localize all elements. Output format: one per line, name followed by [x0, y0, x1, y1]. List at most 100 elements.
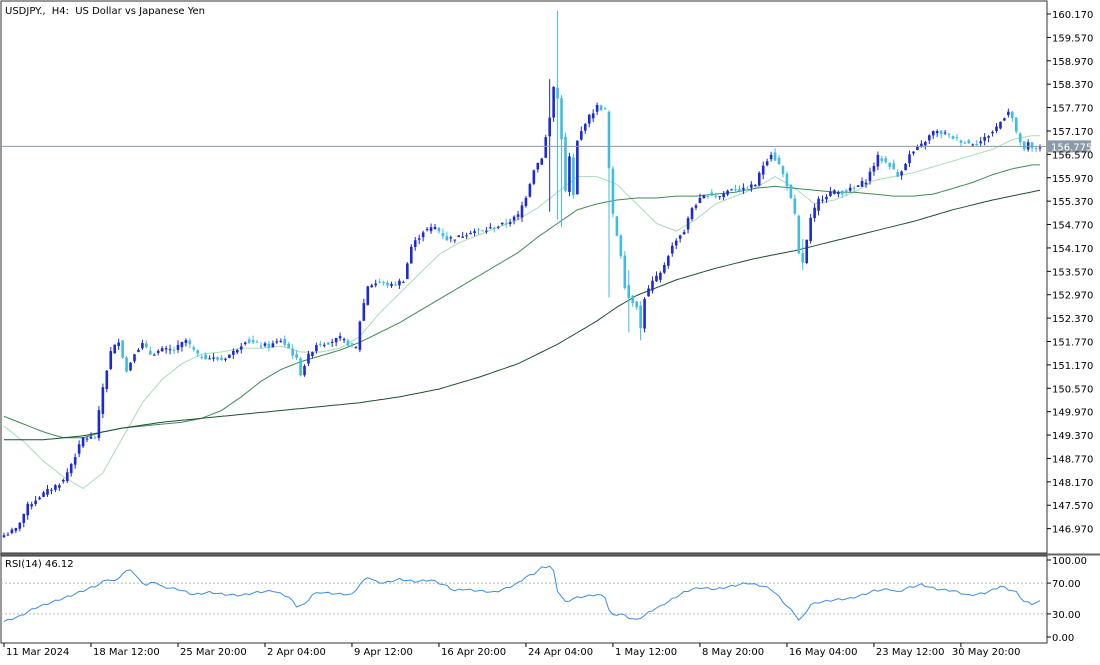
candle-body: [757, 172, 761, 186]
candle-body: [469, 232, 472, 235]
candle: [797, 214, 801, 255]
price-tick-label: 152.370: [1052, 314, 1093, 325]
candle: [30, 501, 33, 510]
candle-body: [168, 349, 172, 351]
candle: [825, 194, 828, 203]
candle: [283, 335, 287, 348]
candle: [129, 362, 132, 372]
symbol-label: USDJPY.,: [5, 6, 46, 17]
price-tick-label: 148.770: [1052, 454, 1093, 465]
candle: [627, 270, 631, 333]
candle-body: [366, 286, 370, 305]
candle: [164, 345, 168, 354]
candle: [73, 453, 77, 469]
candle: [1026, 139, 1030, 152]
candle: [334, 337, 338, 347]
candle: [848, 183, 852, 192]
candle: [615, 215, 619, 237]
candle: [655, 271, 658, 283]
candle: [884, 155, 888, 164]
price-tick-label: 157.770: [1052, 104, 1093, 115]
candle: [504, 218, 508, 228]
price-tick-label: 150.570: [1052, 384, 1093, 395]
candle-body: [726, 190, 729, 195]
candle-body: [283, 339, 287, 345]
candle: [837, 190, 840, 198]
candle: [892, 159, 895, 170]
candle-body: [967, 140, 971, 144]
candle-body: [46, 489, 49, 495]
moving-average-ma_mid: [3, 164, 1040, 439]
candle: [239, 343, 243, 354]
candle-body: [935, 131, 939, 134]
candle: [172, 346, 176, 355]
candle-body: [267, 343, 271, 348]
candle-body: [346, 340, 350, 346]
candle: [184, 338, 188, 347]
rsi-panel[interactable]: RSI(14) 46.12: [0, 555, 1048, 644]
candle: [267, 340, 271, 352]
candle-body: [493, 227, 496, 229]
candle-body: [311, 352, 314, 357]
candle: [599, 104, 603, 111]
candle: [698, 193, 702, 204]
candle-body: [920, 143, 923, 148]
candle-body: [97, 410, 101, 438]
candle-body: [896, 172, 899, 177]
candle-body: [710, 192, 714, 196]
candle: [358, 320, 362, 353]
candle: [417, 234, 421, 245]
candle-body: [279, 341, 283, 343]
candle: [58, 483, 61, 491]
candle: [251, 335, 255, 345]
candle-body: [287, 343, 291, 348]
candle-body: [663, 265, 666, 273]
candle: [931, 130, 935, 140]
candle-body: [690, 208, 694, 219]
candle-body: [659, 272, 662, 280]
candle-body: [639, 305, 642, 328]
candle-body: [686, 218, 690, 230]
candle: [295, 350, 298, 360]
candle: [275, 338, 279, 344]
candle: [682, 229, 686, 235]
candle: [536, 162, 540, 173]
candle: [694, 203, 698, 211]
candle: [935, 129, 939, 137]
candle-body: [176, 344, 180, 350]
candle: [362, 298, 366, 322]
candle: [350, 342, 354, 348]
main-price-panel[interactable]: [0, 0, 1048, 554]
candle-body: [113, 344, 117, 354]
candle-body: [655, 275, 658, 282]
candle: [441, 228, 445, 240]
candle-body: [354, 347, 358, 349]
candle-body: [453, 239, 457, 241]
candle-body: [568, 156, 571, 192]
candle-body: [406, 263, 409, 280]
candle-body: [390, 284, 393, 286]
candle-body: [924, 142, 927, 146]
candle-body: [718, 196, 722, 198]
price-tick-label: 147.570: [1052, 501, 1093, 512]
candle: [338, 332, 342, 341]
candle: [572, 153, 575, 199]
candle-body: [156, 350, 160, 353]
candle: [493, 226, 496, 233]
candle: [757, 171, 761, 187]
candle: [346, 338, 350, 348]
candle-body: [129, 362, 132, 371]
candle-body: [742, 187, 745, 190]
candle-body: [975, 144, 979, 146]
candle: [560, 95, 563, 228]
candle-body: [319, 343, 322, 345]
candle-body: [259, 345, 263, 347]
candle: [279, 338, 283, 343]
candle: [386, 280, 389, 288]
candle: [611, 166, 615, 218]
candle: [2, 532, 6, 538]
candle: [10, 527, 14, 535]
candle-body: [224, 358, 227, 360]
